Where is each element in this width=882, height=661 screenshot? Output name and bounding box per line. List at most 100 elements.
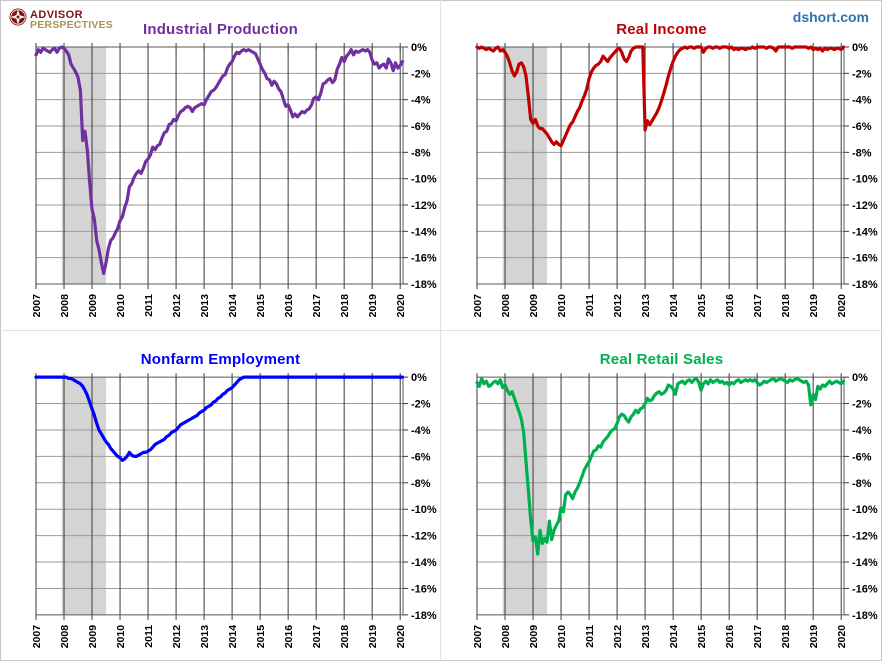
x-tick-label: 2010 [115, 625, 127, 649]
x-tick-label: 2009 [87, 625, 99, 649]
y-tick-label: -16% [852, 253, 878, 265]
y-tick-label: -2% [852, 68, 872, 80]
x-tick-label: 2019 [808, 294, 820, 318]
x-tick-label: 2011 [584, 625, 596, 648]
nonfarm-employment-panel: Nonfarm Employment 2007 2008 2009 2010 2011 2… [0, 330, 441, 661]
panel-divider-horizontal [0, 330, 882, 331]
x-tick-label: 2019 [367, 294, 379, 318]
x-tick-label: 2013 [640, 294, 652, 318]
y-tick-label: -8% [411, 147, 431, 159]
x-tick-label: 2017 [311, 294, 323, 318]
x-tick-label: 2009 [528, 294, 540, 318]
x-tick-label: 2018 [780, 625, 792, 649]
x-tick-label: 2008 [59, 625, 71, 649]
x-tick-label: 2009 [528, 625, 540, 649]
x-tick-label: 2010 [115, 294, 127, 318]
x-tick-label: 2015 [696, 625, 708, 649]
nonfarm-employment-title: Nonfarm Employment [140, 351, 301, 369]
x-tick-label: 2018 [339, 294, 351, 318]
y-tick-label: -18% [411, 279, 437, 291]
recession-band [502, 47, 548, 284]
x-tick-label: 2014 [227, 294, 239, 318]
y-tick-label: -16% [852, 583, 878, 595]
y-tick-label: -10% [411, 504, 437, 516]
x-tick-label: 2011 [143, 294, 155, 317]
y-tick-label: -2% [411, 399, 431, 411]
y-tick-label: -8% [852, 147, 872, 159]
x-tick-label: 2009 [87, 294, 99, 318]
x-tick-label: 2019 [367, 625, 379, 649]
x-tick-label: 2020 [836, 294, 848, 318]
data-line [34, 375, 405, 462]
y-tick-label: -14% [852, 226, 878, 238]
y-tick-label: -6% [411, 121, 431, 133]
advisor-perspectives-logo: ADVISOR PERSPECTIVES [9, 8, 113, 31]
dshort-watermark: dshort.com [792, 9, 869, 25]
industrial-production-panel: ADVISOR PERSPECTIVES Industrial Producti… [0, 0, 441, 330]
x-tick-label: 2014 [668, 294, 680, 318]
real-retail-sales-title: Real Retail Sales [599, 351, 724, 369]
x-tick-label: 2020 [836, 625, 848, 649]
y-tick-label: -4% [411, 425, 431, 437]
y-tick-label: -14% [852, 557, 878, 569]
x-tick-label: 2019 [808, 625, 820, 649]
x-tick-label: 2007 [472, 625, 484, 649]
x-tick-label: 2012 [171, 294, 183, 318]
compass-icon [9, 8, 27, 31]
y-tick-label: -2% [852, 399, 872, 411]
y-tick-label: -4% [411, 95, 431, 107]
y-tick-label: 0% [411, 42, 427, 54]
y-tick-label: -8% [411, 478, 431, 490]
x-tick-label: 2011 [143, 625, 155, 648]
data-line [475, 45, 846, 148]
real-income-panel: dshort.com Real Income 2007 2008 2009 2010 2… [441, 0, 882, 330]
y-tick-label: -8% [852, 478, 872, 490]
x-tick-label: 2017 [752, 294, 764, 318]
recession-band [61, 377, 107, 615]
x-tick-label: 2012 [612, 625, 624, 649]
y-tick-label: -16% [411, 253, 437, 265]
x-tick-label: 2015 [255, 625, 267, 649]
y-tick-label: -12% [411, 200, 437, 212]
industrial-production-plot: 2007 2008 2009 2010 2011 2012 2013 2014 2015 2016… [31, 42, 437, 318]
data-line [475, 376, 846, 556]
x-tick-label: 2007 [31, 294, 43, 318]
y-tick-label: -18% [852, 279, 878, 291]
x-tick-label: 2015 [696, 294, 708, 318]
y-tick-label: 0% [852, 42, 868, 54]
y-tick-label: -12% [852, 200, 878, 212]
y-tick-label: -4% [852, 425, 872, 437]
x-tick-label: 2008 [59, 294, 71, 318]
x-tick-label: 2008 [500, 625, 512, 649]
x-tick-label: 2020 [395, 625, 407, 649]
x-tick-label: 2014 [668, 625, 680, 649]
x-tick-label: 2010 [556, 294, 568, 318]
y-tick-label: -10% [852, 504, 878, 516]
x-tick-label: 2016 [283, 625, 295, 649]
y-tick-label: -10% [852, 174, 878, 186]
logo-line-advisor: ADVISOR [30, 8, 83, 21]
x-tick-label: 2012 [171, 625, 183, 649]
nonfarm-employment-plot: 2007 2008 2009 2010 2011 2012 2013 2014 2015 2016… [31, 372, 437, 649]
recession-band [502, 377, 548, 615]
x-tick-label: 2014 [227, 625, 239, 649]
x-tick-label: 2007 [31, 625, 43, 649]
x-tick-label: 2010 [556, 625, 568, 649]
x-tick-label: 2018 [780, 294, 792, 318]
x-tick-label: 2013 [640, 625, 652, 649]
x-tick-label: 2012 [612, 294, 624, 318]
x-tick-label: 2016 [724, 625, 736, 649]
x-tick-label: 2016 [724, 294, 736, 318]
data-line [34, 45, 405, 276]
y-tick-label: -16% [411, 583, 437, 595]
y-tick-label: -10% [411, 174, 437, 186]
x-tick-label: 2020 [395, 294, 407, 318]
real-retail-sales-plot: 2007 2008 2009 2010 2011 2012 2013 2014 2015 2016… [472, 372, 878, 649]
industrial-production-title: Industrial Production [142, 21, 299, 39]
y-tick-label: -2% [411, 68, 431, 80]
x-tick-label: 2017 [311, 625, 323, 649]
y-tick-label: -12% [852, 531, 878, 543]
x-tick-label: 2008 [500, 294, 512, 318]
x-tick-label: 2018 [339, 625, 351, 649]
